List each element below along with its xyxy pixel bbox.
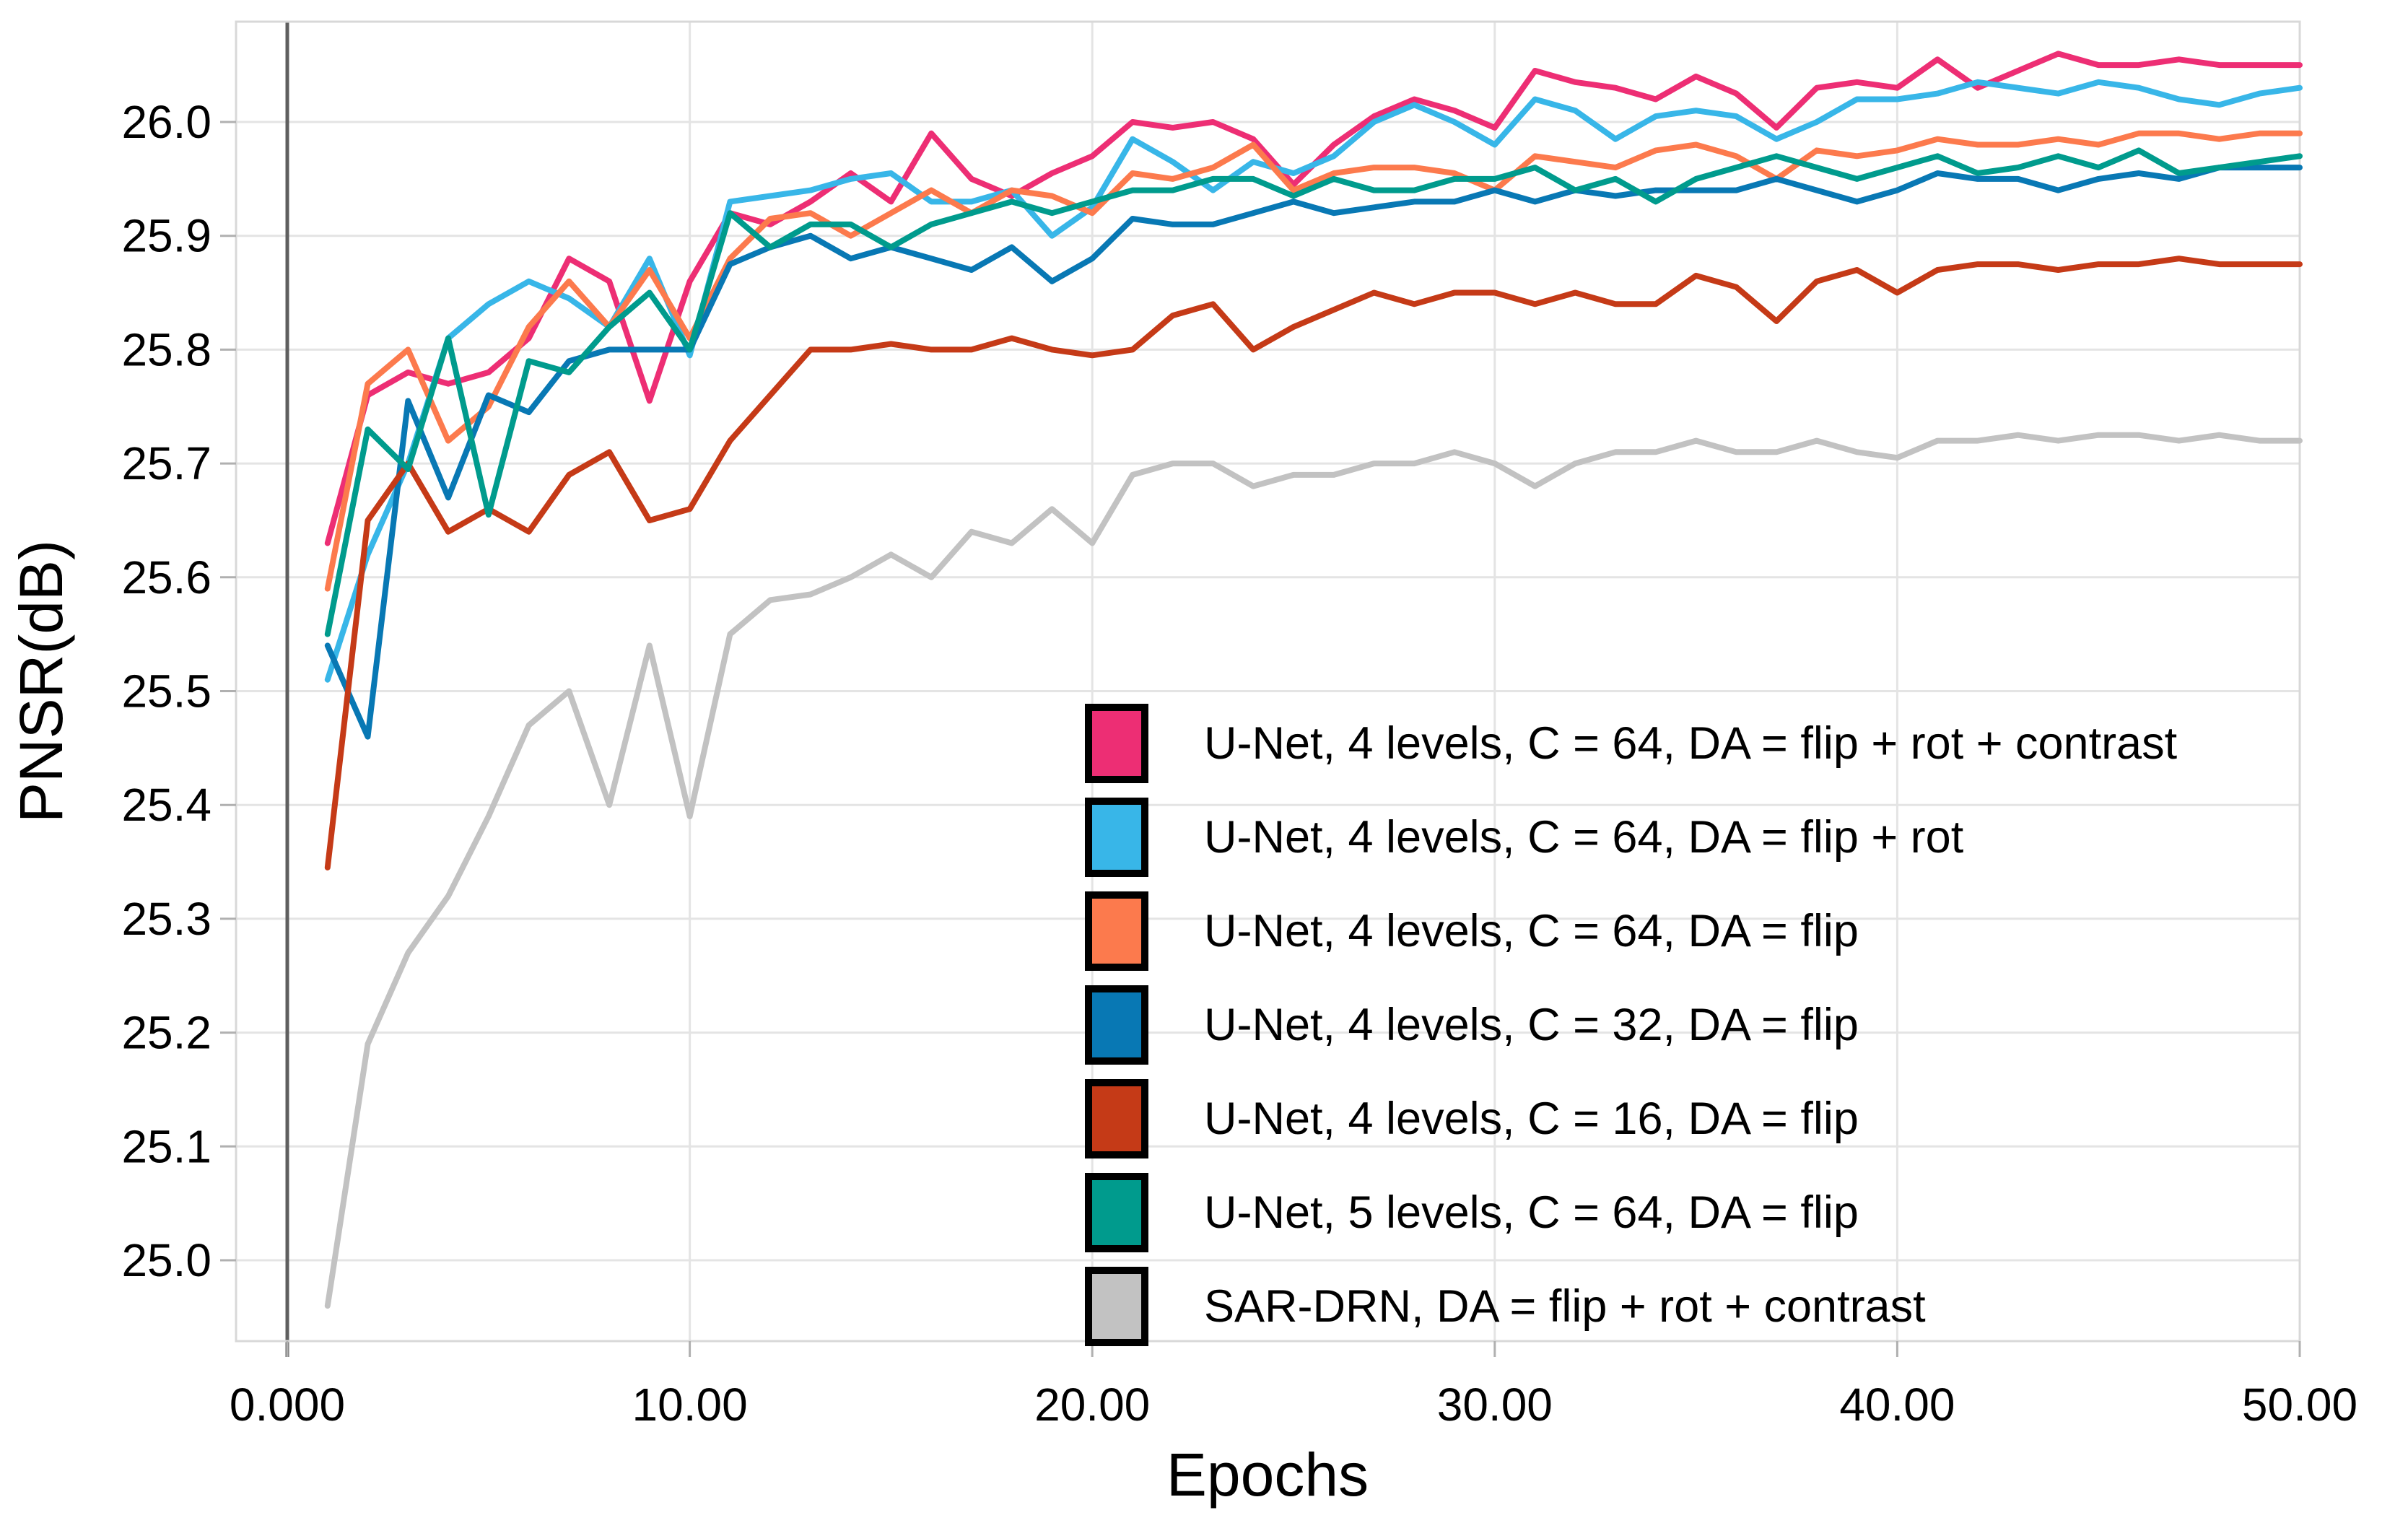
- grid-layer: [235, 20, 2301, 1357]
- series-line-5: [324, 256, 2303, 870]
- y-tick-label: 25.5: [121, 666, 211, 717]
- y-tick-label: 25.9: [121, 210, 211, 262]
- legend-item: SAR-DRN, DA = flip + rot + contrast: [1085, 1267, 1926, 1346]
- legend-label: U-Net, 4 levels, C = 32, DA = flip: [1204, 1000, 1859, 1050]
- legend-swatch: [1085, 1079, 1148, 1158]
- series-line-7: [324, 432, 2303, 1309]
- x-axis-title: Epochs: [1166, 1441, 1369, 1509]
- y-tick-label: 25.7: [121, 437, 211, 489]
- legend-swatch: [1085, 891, 1148, 971]
- legend-item: U-Net, 4 levels, C = 32, DA = flip: [1085, 985, 1859, 1065]
- legend-swatch: [1085, 1267, 1148, 1346]
- x-tick-label: 10.00: [632, 1379, 748, 1431]
- y-tick-label: 25.0: [121, 1234, 211, 1286]
- legend-label: U-Net, 4 levels, C = 64, DA = flip + rot: [1204, 812, 1964, 863]
- y-tick-label: 25.8: [121, 323, 211, 375]
- y-tick-label: 26.0: [121, 96, 211, 148]
- series-line-3: [324, 130, 2303, 592]
- legend-swatch: [1085, 1173, 1148, 1252]
- x-tick-label: 40.00: [1839, 1379, 1955, 1431]
- series-layer: [324, 51, 2303, 1309]
- y-tick-label: 25.4: [121, 779, 211, 831]
- legend-label: U-Net, 4 levels, C = 16, DA = flip: [1204, 1094, 1859, 1144]
- y-tick-label: 25.6: [121, 551, 211, 603]
- series-line-4: [324, 165, 2303, 740]
- y-axis-title: PNSR(dB): [7, 540, 75, 823]
- legend-label: SAR-DRN, DA = flip + rot + contrast: [1204, 1281, 1926, 1332]
- legend: U-Net, 4 levels, C = 64, DA = flip + rot…: [1085, 704, 2178, 1346]
- x-tick-label: 0.000: [230, 1379, 345, 1431]
- legend-swatch: [1085, 704, 1148, 783]
- y-tick-label: 25.3: [121, 893, 211, 945]
- legend-label: U-Net, 5 levels, C = 64, DA = flip: [1204, 1187, 1859, 1238]
- x-tick-label: 20.00: [1034, 1379, 1150, 1431]
- legend-item: U-Net, 4 levels, C = 64, DA = flip + rot…: [1085, 704, 2178, 783]
- legend-item: U-Net, 4 levels, C = 64, DA = flip + rot: [1085, 798, 1964, 877]
- axis-layer: 25.0 25.1 25.2 25.3 25.4 25.5 25.6 25.7 25.8 25.9…: [121, 96, 2357, 1431]
- y-tick-label: 25.2: [121, 1007, 211, 1059]
- y-tick-label: 25.1: [121, 1120, 211, 1172]
- series-line-2: [324, 79, 2303, 683]
- legend-item: U-Net, 4 levels, C = 64, DA = flip: [1085, 891, 1859, 971]
- legend-item: U-Net, 4 levels, C = 16, DA = flip: [1085, 1079, 1859, 1158]
- plot-border: [235, 20, 2301, 1343]
- x-tick-label: 50.00: [2242, 1379, 2357, 1431]
- series-line-6: [324, 147, 2303, 637]
- legend-item: U-Net, 5 levels, C = 64, DA = flip: [1085, 1173, 1859, 1252]
- legend-swatch: [1085, 798, 1148, 877]
- legend-swatch: [1085, 985, 1148, 1065]
- legend-label: U-Net, 4 levels, C = 64, DA = flip + rot…: [1204, 718, 2178, 769]
- x-tick-label: 30.00: [1437, 1379, 1553, 1431]
- legend-label: U-Net, 4 levels, C = 64, DA = flip: [1204, 906, 1859, 956]
